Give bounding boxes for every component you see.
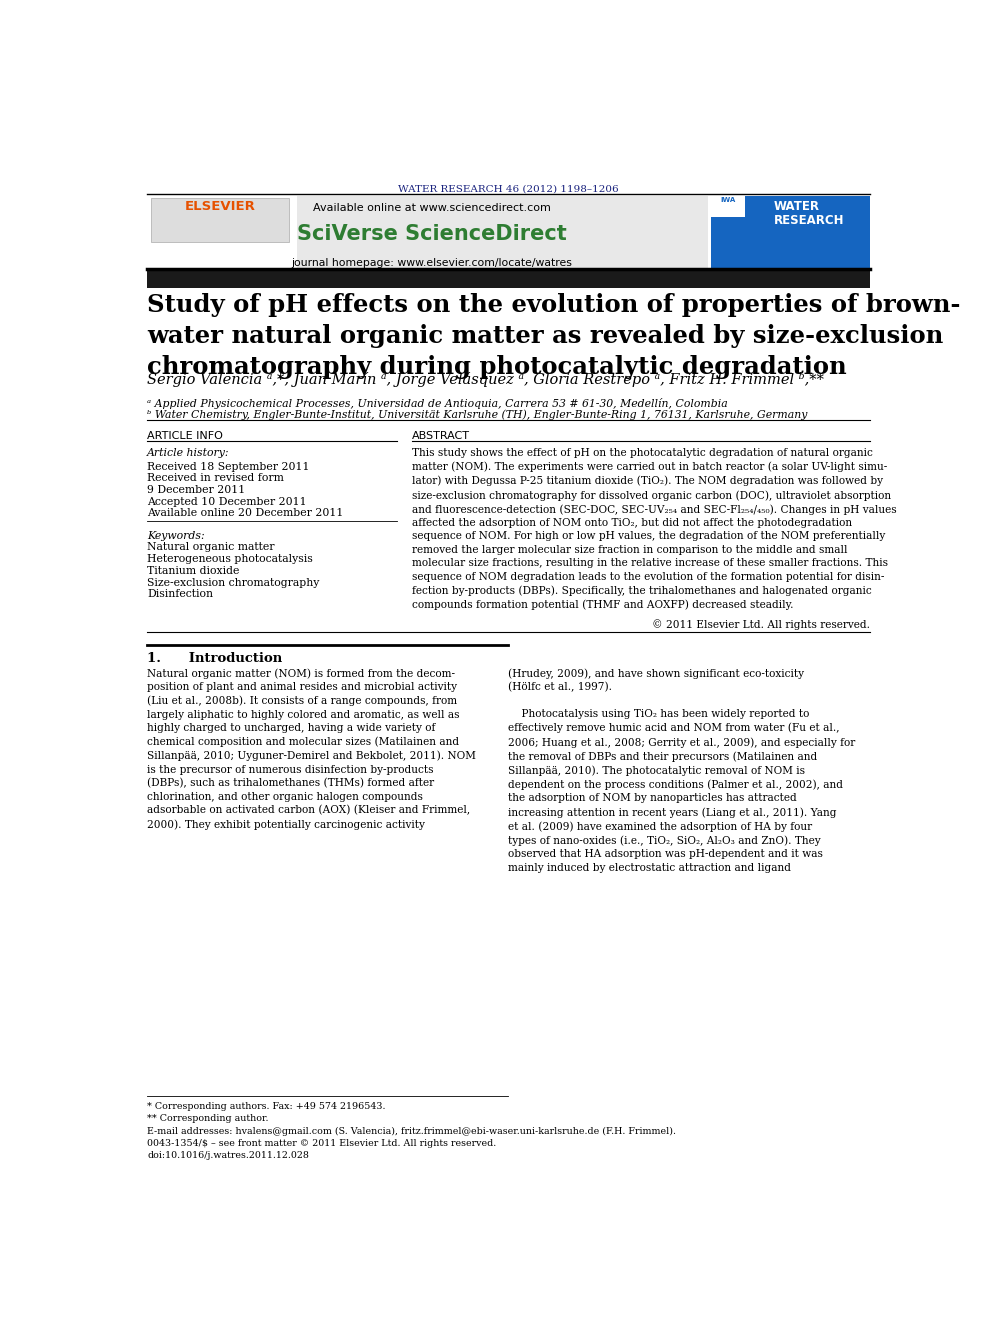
Text: WATER: WATER xyxy=(774,200,819,213)
Text: RESEARCH: RESEARCH xyxy=(774,214,844,226)
FancyBboxPatch shape xyxy=(147,271,870,288)
FancyBboxPatch shape xyxy=(147,196,297,267)
Text: © 2011 Elsevier Ltd. All rights reserved.: © 2011 Elsevier Ltd. All rights reserved… xyxy=(652,619,870,630)
Text: Received in revised form: Received in revised form xyxy=(147,474,284,483)
Text: ABSTRACT: ABSTRACT xyxy=(413,431,470,441)
Text: (Hrudey, 2009), and have shown significant eco-toxicity
(Hölfc et al., 1997).

 : (Hrudey, 2009), and have shown significa… xyxy=(509,668,856,873)
Text: Sergio Valencia ᵃ,*, Juan Marín ᵃ, Jorge Velásquez ᵃ, Gloria Restrepo ᵃ, Fritz H: Sergio Valencia ᵃ,*, Juan Marín ᵃ, Jorge… xyxy=(147,372,824,386)
Text: E-mail addresses: hvalens@gmail.com (S. Valencia), fritz.frimmel@ebi-waser.uni-k: E-mail addresses: hvalens@gmail.com (S. … xyxy=(147,1127,677,1135)
FancyBboxPatch shape xyxy=(710,196,870,267)
Text: Received 18 September 2011: Received 18 September 2011 xyxy=(147,462,310,471)
Text: * Corresponding authors. Fax: +49 574 2196543.: * Corresponding authors. Fax: +49 574 21… xyxy=(147,1102,386,1111)
FancyBboxPatch shape xyxy=(710,196,745,217)
Text: ** Corresponding author.: ** Corresponding author. xyxy=(147,1114,269,1123)
Text: Available online at www.sciencedirect.com: Available online at www.sciencedirect.co… xyxy=(312,202,551,213)
FancyBboxPatch shape xyxy=(151,198,290,242)
Text: ᵃ Applied Physicochemical Processes, Universidad de Antioquia, Carrera 53 # 61-3: ᵃ Applied Physicochemical Processes, Uni… xyxy=(147,398,728,409)
Text: Study of pH effects on the evolution of properties of brown-
water natural organ: Study of pH effects on the evolution of … xyxy=(147,294,960,378)
Text: journal homepage: www.elsevier.com/locate/watres: journal homepage: www.elsevier.com/locat… xyxy=(291,258,572,267)
Text: 0043-1354/$ – see front matter © 2011 Elsevier Ltd. All rights reserved.: 0043-1354/$ – see front matter © 2011 El… xyxy=(147,1139,496,1148)
Text: Natural organic matter (NOM) is formed from the decom-
position of plant and ani: Natural organic matter (NOM) is formed f… xyxy=(147,668,476,830)
Text: Titanium dioxide: Titanium dioxide xyxy=(147,566,239,576)
Text: doi:10.1016/j.watres.2011.12.028: doi:10.1016/j.watres.2011.12.028 xyxy=(147,1151,309,1160)
Text: 1.      Introduction: 1. Introduction xyxy=(147,652,283,665)
Text: Heterogeneous photocatalysis: Heterogeneous photocatalysis xyxy=(147,554,312,564)
Text: Disinfection: Disinfection xyxy=(147,589,213,599)
Text: ᵇ Water Chemistry, Engler-Bunte-Institut, Universität Karlsruhe (TH), Engler-Bun: ᵇ Water Chemistry, Engler-Bunte-Institut… xyxy=(147,409,807,419)
Text: ELSEVIER: ELSEVIER xyxy=(185,200,256,213)
Text: WATER RESEARCH 46 (2012) 1198–1206: WATER RESEARCH 46 (2012) 1198–1206 xyxy=(398,184,619,193)
Text: This study shows the effect of pH on the photocatalytic degradation of natural o: This study shows the effect of pH on the… xyxy=(413,448,897,610)
Text: Article history:: Article history: xyxy=(147,448,229,458)
Text: Natural organic matter: Natural organic matter xyxy=(147,542,275,553)
Text: Size-exclusion chromatography: Size-exclusion chromatography xyxy=(147,578,319,587)
Text: IWA: IWA xyxy=(720,197,735,204)
Text: SciVerse ScienceDirect: SciVerse ScienceDirect xyxy=(297,224,566,243)
Text: Keywords:: Keywords: xyxy=(147,531,204,541)
FancyBboxPatch shape xyxy=(147,196,708,267)
Text: Accepted 10 December 2011: Accepted 10 December 2011 xyxy=(147,496,307,507)
Text: Available online 20 December 2011: Available online 20 December 2011 xyxy=(147,508,343,519)
Text: ARTICLE INFO: ARTICLE INFO xyxy=(147,431,223,441)
Text: 9 December 2011: 9 December 2011 xyxy=(147,486,245,495)
